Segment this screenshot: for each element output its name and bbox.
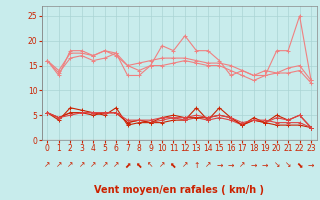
Text: ↗: ↗	[159, 160, 165, 170]
Text: ⬈: ⬈	[124, 160, 131, 170]
Text: ⬉: ⬉	[136, 160, 142, 170]
Text: ↗: ↗	[56, 160, 62, 170]
Text: ↗: ↗	[205, 160, 211, 170]
Text: ↗: ↗	[90, 160, 96, 170]
Text: →: →	[262, 160, 268, 170]
Text: →: →	[251, 160, 257, 170]
Text: ↗: ↗	[44, 160, 51, 170]
Text: ↗: ↗	[101, 160, 108, 170]
Text: ↘: ↘	[285, 160, 291, 170]
Text: ↗: ↗	[78, 160, 85, 170]
Text: ⬊: ⬊	[296, 160, 303, 170]
Text: ↑: ↑	[193, 160, 200, 170]
Text: Vent moyen/en rafales ( km/h ): Vent moyen/en rafales ( km/h )	[94, 185, 264, 195]
Text: →: →	[308, 160, 314, 170]
Text: ↗: ↗	[239, 160, 245, 170]
Text: ↘: ↘	[274, 160, 280, 170]
Text: ↖: ↖	[147, 160, 154, 170]
Text: →: →	[216, 160, 222, 170]
Text: ⬉: ⬉	[170, 160, 177, 170]
Text: ↗: ↗	[67, 160, 74, 170]
Text: ↗: ↗	[182, 160, 188, 170]
Text: →: →	[228, 160, 234, 170]
Text: ↗: ↗	[113, 160, 119, 170]
